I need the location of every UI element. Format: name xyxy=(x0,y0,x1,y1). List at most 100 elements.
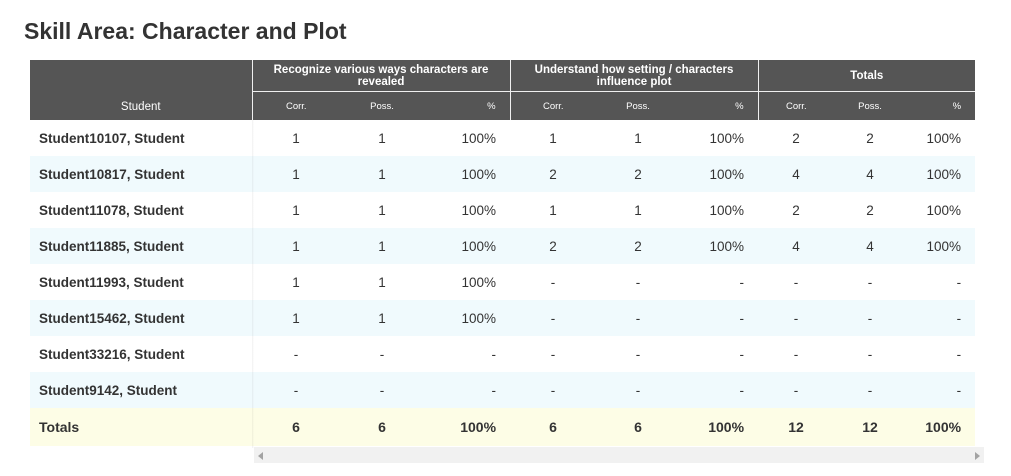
total-corr: 4 xyxy=(758,156,835,192)
student-name[interactable]: Student15462, Student xyxy=(30,300,252,336)
total-poss: - xyxy=(834,336,907,372)
table-row: Student11078, Student 1 1 100% 1 1 100% … xyxy=(30,192,976,228)
g1-poss: 1 xyxy=(340,120,424,156)
scroll-shadow xyxy=(252,120,254,448)
poss-header-g1[interactable]: Poss. xyxy=(340,91,424,120)
g2-corr: - xyxy=(510,300,597,336)
table-row: Student33216, Student - - - - - - - - - xyxy=(30,336,976,372)
poss-header-g2[interactable]: Poss. xyxy=(596,91,681,120)
g1-corr: - xyxy=(252,372,340,408)
g2-pct: - xyxy=(680,264,759,300)
g1-poss: - xyxy=(340,372,424,408)
total-poss: 4 xyxy=(834,156,907,192)
g1-poss: 1 xyxy=(340,192,424,228)
totals-g1-pct: 100% xyxy=(424,408,511,446)
totals-g1-corr: 6 xyxy=(252,408,340,446)
pct-header-g1[interactable]: % xyxy=(424,91,511,120)
g1-pct: 100% xyxy=(424,228,511,264)
total-corr: - xyxy=(758,300,835,336)
g1-corr: - xyxy=(252,336,340,372)
total-poss: - xyxy=(834,264,907,300)
total-corr: - xyxy=(758,336,835,372)
poss-header-totals[interactable]: Poss. xyxy=(834,91,907,120)
corr-header-g1[interactable]: Corr. xyxy=(251,91,340,120)
g1-corr: 1 xyxy=(252,228,340,264)
g2-pct: - xyxy=(680,300,759,336)
table-row: Student9142, Student - - - - - - - - - xyxy=(30,372,976,408)
g1-pct: 100% xyxy=(424,300,511,336)
g1-poss: 1 xyxy=(340,300,424,336)
table-row: Student11993, Student 1 1 100% - - - - -… xyxy=(30,264,976,300)
student-name[interactable]: Student33216, Student xyxy=(30,336,252,372)
table-row: Student10817, Student 1 1 100% 2 2 100% … xyxy=(30,156,976,192)
g2-poss: 1 xyxy=(596,192,681,228)
g2-pct: - xyxy=(680,336,759,372)
g1-corr: 1 xyxy=(252,192,340,228)
total-corr: 2 xyxy=(758,192,835,228)
g2-corr: 2 xyxy=(510,228,597,264)
g1-pct: - xyxy=(424,336,511,372)
table-row: Student15462, Student 1 1 100% - - - - -… xyxy=(30,300,976,336)
totals-g1-poss: 6 xyxy=(340,408,424,446)
skill-report-table-container: Student Recognize various ways character… xyxy=(30,60,976,446)
totals-total-pct: 100% xyxy=(906,408,976,446)
g1-corr: 1 xyxy=(252,300,340,336)
g2-pct: 100% xyxy=(680,192,759,228)
g2-poss: - xyxy=(596,264,681,300)
g2-corr: - xyxy=(510,336,597,372)
total-pct: 100% xyxy=(906,228,976,264)
g2-poss: 1 xyxy=(596,120,681,156)
g2-corr: 2 xyxy=(510,156,597,192)
g2-poss: 2 xyxy=(596,156,681,192)
g1-poss: 1 xyxy=(340,156,424,192)
total-corr: 4 xyxy=(758,228,835,264)
student-name[interactable]: Student9142, Student xyxy=(30,372,252,408)
g2-poss: - xyxy=(596,336,681,372)
totals-row: Totals 6 6 100% 6 6 100% 12 12 100% xyxy=(30,408,976,446)
g2-poss: 2 xyxy=(596,228,681,264)
g1-pct: - xyxy=(424,372,511,408)
g2-pct: 100% xyxy=(680,120,759,156)
totals-g2-poss: 6 xyxy=(596,408,681,446)
g2-corr: 1 xyxy=(510,192,597,228)
g1-corr: 1 xyxy=(252,156,340,192)
group-header-characters-revealed: Recognize various ways characters are re… xyxy=(251,60,511,92)
student-name[interactable]: Student10107, Student xyxy=(30,120,252,156)
student-name[interactable]: Student11885, Student xyxy=(30,228,252,264)
g1-corr: 1 xyxy=(252,120,340,156)
table-row: Student10107, Student 1 1 100% 1 1 100% … xyxy=(30,120,976,156)
g2-pct: - xyxy=(680,372,759,408)
total-pct: 100% xyxy=(906,156,976,192)
totals-g2-pct: 100% xyxy=(680,408,759,446)
horizontal-scrollbar[interactable] xyxy=(254,447,984,463)
total-pct: 100% xyxy=(906,192,976,228)
g2-poss: - xyxy=(596,300,681,336)
corr-header-g2[interactable]: Corr. xyxy=(509,91,597,120)
pct-header-g2[interactable]: % xyxy=(680,91,759,120)
total-corr: 2 xyxy=(758,120,835,156)
scroll-left-arrow-icon[interactable] xyxy=(258,452,263,460)
g1-poss: 1 xyxy=(340,228,424,264)
totals-g2-corr: 6 xyxy=(510,408,597,446)
g2-corr: 1 xyxy=(510,120,597,156)
student-column-header[interactable]: Student xyxy=(30,60,252,120)
corr-header-totals[interactable]: Corr. xyxy=(757,91,835,120)
g1-corr: 1 xyxy=(252,264,340,300)
g1-pct: 100% xyxy=(424,264,511,300)
scroll-right-arrow-icon[interactable] xyxy=(975,452,980,460)
total-poss: 2 xyxy=(834,120,907,156)
skill-report-table: Student Recognize various ways character… xyxy=(30,60,976,446)
g2-pct: 100% xyxy=(680,156,759,192)
total-pct: - xyxy=(906,264,976,300)
student-name[interactable]: Student11078, Student xyxy=(30,192,252,228)
total-poss: - xyxy=(834,300,907,336)
student-name[interactable]: Student10817, Student xyxy=(30,156,252,192)
total-poss: 4 xyxy=(834,228,907,264)
group-header-setting-influence: Understand how setting / characters infl… xyxy=(509,60,759,92)
totals-total-poss: 12 xyxy=(834,408,907,446)
pct-header-totals[interactable]: % xyxy=(906,91,976,120)
table-row: Student11885, Student 1 1 100% 2 2 100% … xyxy=(30,228,976,264)
group-header-totals: Totals xyxy=(757,60,976,92)
g2-pct: 100% xyxy=(680,228,759,264)
student-name[interactable]: Student11993, Student xyxy=(30,264,252,300)
